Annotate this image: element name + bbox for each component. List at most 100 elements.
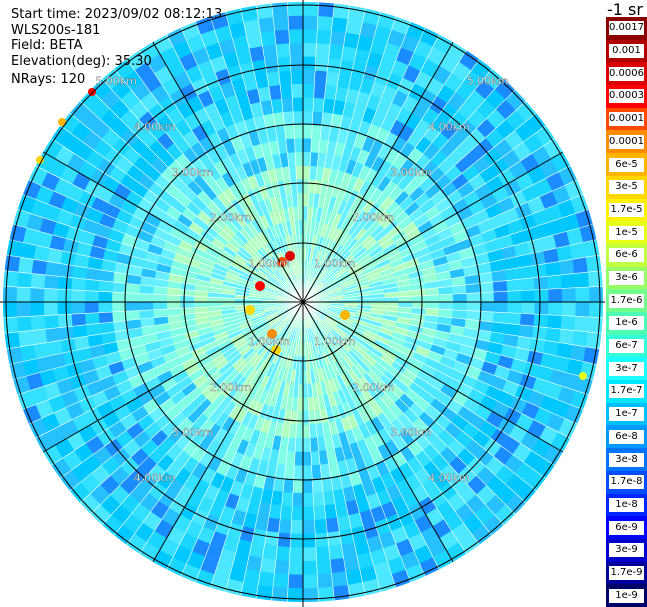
- ppi-cell: [399, 141, 416, 159]
- ppi-cell: [345, 238, 358, 252]
- ppi-cell: [360, 356, 374, 370]
- ppi-cell: [325, 71, 340, 87]
- ppi-cell: [118, 243, 135, 257]
- ppi-cell: [317, 194, 326, 209]
- ppi-cell: [285, 138, 296, 153]
- ppi-cell: [186, 551, 206, 570]
- ppi-cell: [153, 286, 168, 295]
- ppi-cell: [397, 290, 412, 298]
- ppi-cell: [471, 524, 492, 545]
- colorbar-tick-label: 6e-7: [609, 339, 644, 354]
- ppi-cell: [76, 242, 93, 257]
- ray-separator: [13, 224, 304, 303]
- ray-separator: [302, 301, 603, 319]
- ppi-cell: [315, 43, 331, 58]
- ppi-cell: [281, 423, 291, 438]
- ppi-cell: [545, 261, 561, 277]
- ppi-cell: [451, 390, 469, 406]
- ppi-cell: [174, 467, 192, 485]
- ray-separator: [302, 301, 546, 479]
- ppi-cell: [392, 331, 407, 342]
- ppi-cell: [277, 222, 286, 238]
- ppi-cell: [225, 350, 240, 363]
- ppi-cell: [309, 424, 318, 439]
- ppi-cell: [52, 365, 70, 383]
- ray-separator: [17, 301, 304, 395]
- ppi-cell: [99, 321, 115, 334]
- ppi-cell: [327, 349, 338, 363]
- ppi-cell: [474, 252, 490, 266]
- ppi-cell: [319, 237, 328, 252]
- ppi-cell: [492, 280, 508, 293]
- ppi-cell: [476, 466, 496, 486]
- ppi-cell: [356, 310, 371, 317]
- ppi-cell: [148, 482, 167, 501]
- ppi-cell: [254, 251, 267, 264]
- ppi-cell: [243, 75, 258, 92]
- ppi-cell: [248, 296, 263, 300]
- ppi-cell: [200, 418, 215, 435]
- ppi-cell: [315, 166, 325, 181]
- ppi-cell: [326, 140, 338, 156]
- ray-separator: [302, 125, 546, 303]
- ppi-cell: [275, 463, 286, 479]
- ppi-cell: [340, 357, 352, 371]
- ppi-cell: [153, 363, 170, 377]
- ppi-cell: [539, 394, 558, 413]
- ppi-cell: [218, 362, 233, 375]
- ppi-cell: [74, 253, 90, 268]
- ppi-cell: [413, 40, 434, 59]
- ppi-cell: [494, 79, 516, 100]
- ppi-cell: [526, 350, 544, 366]
- ppi-cell: [378, 427, 393, 444]
- ppi-cell: [286, 340, 293, 355]
- ppi-cell: [321, 337, 331, 351]
- ppi-cell: [315, 325, 324, 339]
- ppi-cell: [171, 411, 188, 428]
- ppi-cell: [267, 420, 278, 436]
- ray-separator: [180, 27, 304, 303]
- ppi-cell: [220, 342, 235, 354]
- ppi-cell: [288, 424, 297, 439]
- ppi-cell: [186, 201, 202, 217]
- ray-separator: [51, 301, 304, 466]
- ppi-cell: [438, 309, 453, 318]
- ppi-cell: [191, 124, 208, 142]
- ppi-cell: [331, 183, 341, 199]
- ppi-cell: [334, 326, 348, 337]
- ppi-cell: [421, 266, 437, 277]
- ppi-cell: [186, 34, 206, 53]
- ppi-cell: [13, 376, 31, 395]
- ppi-cell: [390, 336, 405, 347]
- ppi-cell: [87, 333, 103, 348]
- ppi-cell: [47, 340, 63, 356]
- ppi-cell: [424, 233, 441, 247]
- ppi-cell: [283, 281, 294, 293]
- ppi-cell: [515, 482, 537, 503]
- ppi-cell: [246, 32, 263, 49]
- ppi-cell: [258, 267, 272, 278]
- ppi-cell: [324, 504, 338, 519]
- ppi-cell: [166, 443, 183, 461]
- ppi-cell: [315, 289, 328, 297]
- ppi-cell: [217, 339, 233, 350]
- ppi-cell: [132, 206, 150, 222]
- ppi-cell: [375, 210, 390, 225]
- ppi-cell: [355, 496, 371, 513]
- ppi-cell: [129, 100, 149, 120]
- ppi-cell: [314, 285, 326, 295]
- ppi-cell: [332, 99, 346, 116]
- ppi-cell: [48, 394, 67, 413]
- ppi-cell: [218, 229, 233, 242]
- ppi-cell: [290, 70, 303, 85]
- ppi-cell: [384, 219, 399, 234]
- ppi-cell: [452, 284, 467, 295]
- ppi-cell: [281, 283, 293, 294]
- ppi-cell: [22, 404, 42, 425]
- ppi-cell: [460, 215, 478, 230]
- ppi-cell: [288, 29, 303, 44]
- ppi-cell: [208, 180, 223, 197]
- ppi-cell: [478, 272, 493, 284]
- ppi-cell: [505, 323, 520, 337]
- ppi-cell: [22, 227, 40, 246]
